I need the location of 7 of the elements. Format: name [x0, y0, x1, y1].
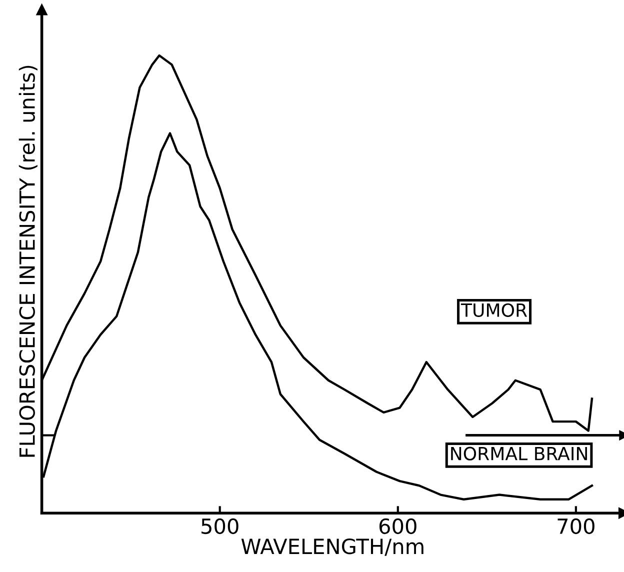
series-label: NORMAL BRAIN: [451, 446, 587, 460]
y-axis-title: FLUORESCENCE INTENSITY (rel. units): [18, 66, 38, 457]
x-tick-label: 500: [202, 518, 238, 534]
x-axis-title: WAVELENGTH/nm: [241, 538, 424, 556]
text: TUMOR: [460, 303, 528, 317]
x-tick-label: 600: [379, 518, 416, 534]
x-tick-label: 700: [558, 518, 594, 534]
